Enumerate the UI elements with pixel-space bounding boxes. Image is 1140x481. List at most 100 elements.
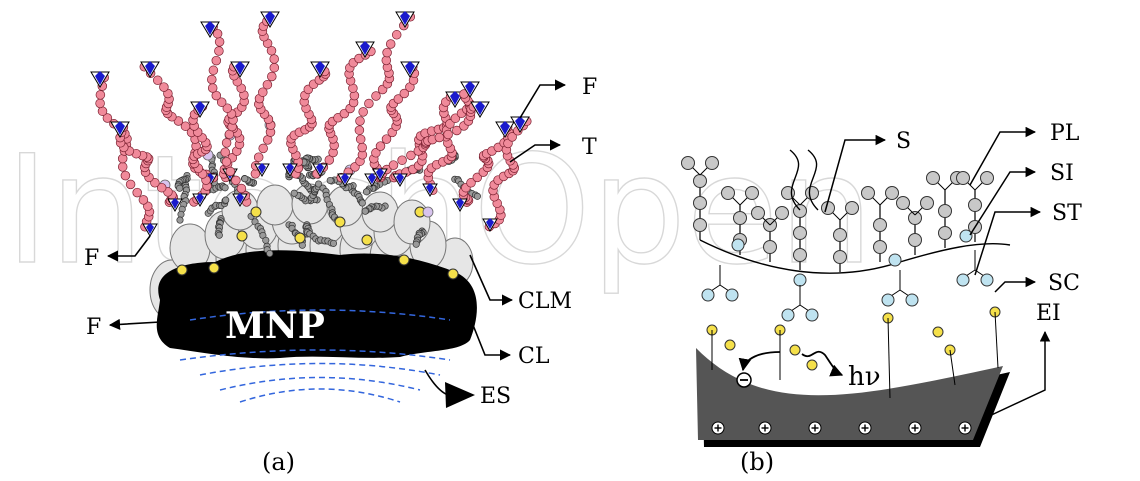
polymer-node <box>938 226 952 240</box>
anchor-node <box>334 216 346 228</box>
anchor-node <box>176 264 188 276</box>
blue-node <box>781 308 795 322</box>
crosslink-bead <box>473 192 481 200</box>
polymer-node <box>805 186 819 200</box>
panel-a-nanoparticle: MNP F T F F CLM CL ES (a) <box>84 11 597 476</box>
polymer-node <box>980 171 994 185</box>
polymer-node <box>908 233 922 247</box>
crosslink-bead <box>412 240 420 248</box>
electrode <box>696 348 1003 440</box>
polymer-node <box>885 186 899 200</box>
label-es: ES <box>480 384 511 409</box>
blue-node <box>701 288 715 302</box>
polymer-node <box>705 156 719 170</box>
chain-bead <box>399 88 410 99</box>
chain-bead <box>220 147 230 157</box>
chain-bead <box>357 142 367 153</box>
crosslink-node <box>422 206 434 218</box>
chain-bead <box>507 132 517 142</box>
field-line <box>199 362 441 376</box>
chain-bead <box>397 155 407 165</box>
yellow-node <box>932 326 944 338</box>
polymer-node <box>775 206 789 220</box>
chain-bead <box>443 129 453 140</box>
panel-b-arrows <box>824 126 1051 419</box>
polymer-node <box>681 156 695 170</box>
yellow-node <box>806 359 818 371</box>
label-si: SI <box>1050 161 1074 186</box>
chain-bead <box>269 62 280 73</box>
chain-bead <box>138 195 149 205</box>
blue-node <box>793 273 807 287</box>
anchor-node <box>208 262 220 274</box>
blue-node <box>959 229 973 243</box>
es-arrowhead <box>445 382 475 408</box>
fluorophore <box>142 223 158 237</box>
chain-bead <box>269 54 279 64</box>
chain-bead <box>258 143 268 154</box>
polymer-node <box>733 211 747 225</box>
label-ei: EI <box>1036 301 1061 326</box>
chain-bead <box>102 113 113 123</box>
yellow-node <box>724 339 736 351</box>
label-f-top: F <box>582 75 597 100</box>
crosslink-bead <box>266 249 274 258</box>
chain-bead <box>208 65 219 76</box>
chain-bead <box>382 47 392 58</box>
polymer-node <box>763 240 777 254</box>
crosslink-bead <box>222 196 230 204</box>
electrode-charges <box>711 421 972 435</box>
fluorophore <box>140 61 160 78</box>
chain-bead <box>324 155 335 165</box>
shell-sphere <box>256 184 294 226</box>
substrate-wave-2 <box>807 149 819 211</box>
chain-bead <box>225 166 236 177</box>
fluorophore <box>230 61 250 78</box>
chain-bead <box>95 98 105 109</box>
chain-bead <box>406 150 416 161</box>
fluorophore <box>167 198 183 212</box>
fluorophore <box>192 193 208 207</box>
chain-bead <box>159 82 169 92</box>
label-f-left-2: F <box>86 315 101 340</box>
fluorophore <box>110 121 130 138</box>
photon-arrow <box>801 350 844 377</box>
polymer-backbone <box>699 239 1011 274</box>
chain-bead <box>472 172 483 183</box>
chain-bead <box>120 170 131 181</box>
field-lines <box>179 309 451 403</box>
chain-bead <box>216 97 227 107</box>
chain-bead <box>117 162 128 172</box>
chain-bead <box>267 71 277 82</box>
crosslink-bead <box>329 239 338 247</box>
shell-sphere <box>393 199 431 245</box>
polymer-node <box>745 186 759 200</box>
crosslink-bead <box>358 199 366 207</box>
chain-bead <box>355 134 366 144</box>
fluorophore <box>282 163 298 177</box>
blue-node <box>905 293 919 307</box>
chain-bead <box>358 107 368 117</box>
anchor-node <box>447 268 459 280</box>
polymer-node <box>873 218 887 232</box>
crosslink-bead <box>241 175 249 183</box>
label-f-left-1: F <box>84 246 99 271</box>
field-line <box>219 376 421 391</box>
chain-bead <box>221 138 232 148</box>
chain-bead <box>371 91 381 101</box>
crosslink-bead <box>326 176 334 185</box>
chain-bead <box>222 103 233 113</box>
fluorophore <box>372 168 388 182</box>
crosslink-bead <box>315 180 323 188</box>
fluorophore <box>337 173 353 187</box>
chain-bead <box>132 187 142 198</box>
crosslink-bead <box>176 184 184 192</box>
polymer-node <box>938 204 952 218</box>
label-clm: CLM <box>518 289 572 314</box>
chain-bead <box>258 87 268 97</box>
anchor-node <box>250 206 262 218</box>
label-cl: CL <box>518 344 550 369</box>
crosslink-bead <box>176 216 184 224</box>
chain-bead <box>236 183 247 194</box>
